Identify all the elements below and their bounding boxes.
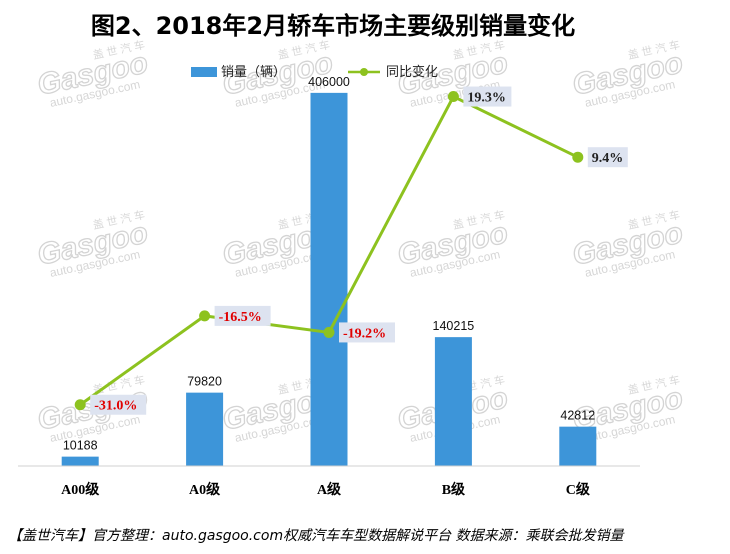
legend-bar-swatch bbox=[191, 67, 217, 77]
x-tick-label: A级 bbox=[317, 481, 342, 498]
x-tick-label: A0级 bbox=[189, 481, 221, 498]
point-value-label: -16.5% bbox=[219, 310, 262, 325]
point-label-box bbox=[587, 147, 628, 168]
line-point bbox=[74, 399, 86, 411]
footer-source-note: 【盖世汽车】官方整理：auto.gasgoo.com权威汽车车型数据解说平台 数… bbox=[8, 528, 626, 544]
line-point bbox=[199, 310, 211, 322]
chart-title: 图2、2018年2月轿车市场主要级别销量变化 bbox=[91, 12, 575, 40]
point-value-label: -31.0% bbox=[94, 399, 137, 414]
bar-value-label: 42812 bbox=[560, 409, 595, 423]
point-value-label: 9.4% bbox=[592, 151, 624, 166]
bar bbox=[559, 426, 597, 466]
bar-value-label: 79820 bbox=[187, 375, 222, 389]
point-value-label: -19.2% bbox=[343, 326, 386, 341]
x-tick-label: A00级 bbox=[61, 481, 100, 498]
bar-value-label: 406000 bbox=[308, 75, 350, 89]
bar-series: 10188 79820 406000 140215 42812 bbox=[61, 75, 597, 466]
x-axis-tick-labels: A00级 A0级 A级 B级 C级 bbox=[61, 481, 591, 498]
bar-value-label: 140215 bbox=[433, 319, 475, 333]
bar bbox=[310, 92, 348, 466]
line-series: -31.0% -16.5% -19.2% 19.3% 9.4% bbox=[74, 86, 628, 415]
legend-line-marker bbox=[360, 68, 368, 76]
x-tick-label: B级 bbox=[442, 481, 466, 498]
line-point bbox=[447, 91, 459, 103]
line-point bbox=[572, 151, 584, 163]
point-label-box bbox=[463, 86, 512, 107]
bar bbox=[434, 337, 472, 466]
point-label-box bbox=[90, 394, 147, 415]
point-label-box bbox=[339, 322, 395, 343]
bar bbox=[186, 392, 224, 466]
legend-line-label: 同比变化 bbox=[386, 64, 438, 80]
point-value-label: 19.3% bbox=[467, 91, 506, 106]
line-point bbox=[323, 326, 335, 338]
bar-value-label: 10188 bbox=[63, 439, 98, 453]
legend: 销量（辆） 同比变化 bbox=[191, 64, 438, 80]
x-tick-label: C级 bbox=[566, 481, 591, 498]
bar bbox=[61, 456, 99, 466]
point-label-box bbox=[214, 305, 271, 326]
legend-bar-label: 销量（辆） bbox=[221, 65, 286, 80]
